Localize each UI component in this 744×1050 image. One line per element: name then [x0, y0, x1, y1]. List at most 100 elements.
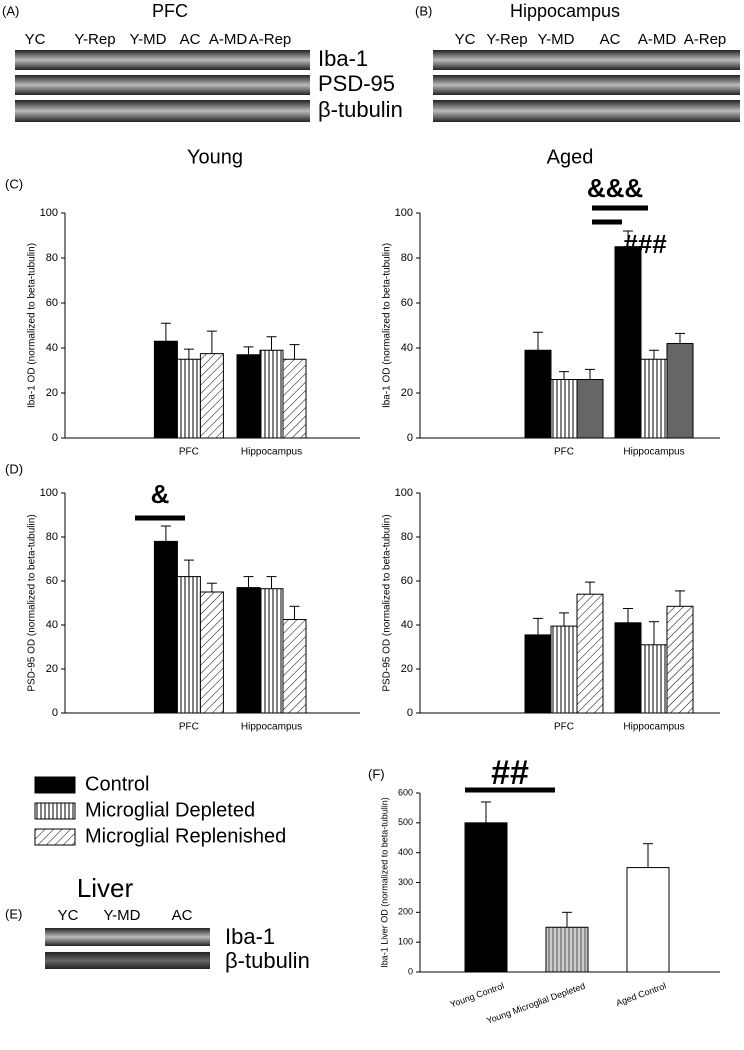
y-tick-label: 40 — [46, 619, 58, 631]
y-tick-label: 200 — [398, 907, 413, 917]
x-tick-label: Hippocampus — [623, 722, 684, 733]
panel-label: (E) — [5, 906, 22, 921]
panel-label: (B) — [415, 3, 432, 18]
y-tick-label: 0 — [407, 432, 413, 444]
y-tick-label: 600 — [398, 787, 413, 797]
column-heading: Young — [187, 146, 243, 168]
panel-label: (D) — [5, 461, 23, 476]
bar — [236, 354, 261, 439]
lane-label: A-MD — [209, 31, 247, 48]
y-tick-label: 100 — [395, 207, 413, 219]
y-tick-label: 80 — [401, 252, 413, 264]
legend-label: Microglial Depleted — [85, 799, 255, 821]
y-tick-label: 60 — [46, 297, 58, 309]
bar — [176, 358, 201, 439]
bar — [640, 358, 668, 439]
blot-title: Hippocampus — [510, 1, 620, 21]
lane-label: A-Rep — [249, 31, 292, 48]
y-tick-label: 500 — [398, 817, 413, 827]
y-tick-label: 100 — [40, 207, 58, 219]
panel-label: (C) — [5, 176, 23, 191]
legend-swatch — [34, 802, 76, 820]
annotation: & — [151, 479, 170, 509]
y-tick-label: 0 — [407, 707, 413, 719]
bar — [614, 622, 642, 714]
y-tick-label: 60 — [401, 575, 413, 587]
panel-label: (A) — [2, 3, 19, 18]
y-tick-label: 400 — [398, 847, 413, 857]
lane-label: Y-MD — [538, 31, 575, 48]
blot-title: PFC — [152, 1, 188, 21]
lane-label: Y-Rep — [486, 31, 527, 48]
y-tick-label: 40 — [401, 342, 413, 354]
lane-label: Y-Rep — [74, 31, 115, 48]
bar — [236, 587, 261, 714]
y-tick-label: 80 — [46, 531, 58, 543]
y-tick-label: 20 — [46, 387, 58, 399]
bar — [550, 379, 578, 439]
y-tick-label: 0 — [408, 966, 413, 976]
bar — [545, 926, 589, 973]
y-tick-label: 100 — [395, 487, 413, 499]
y-tick-label: 40 — [401, 619, 413, 631]
bar — [282, 358, 307, 439]
y-axis-label: Iba-1 OD (normalized to beta-tubulin) — [27, 243, 38, 408]
x-tick-label: PFC — [554, 722, 574, 733]
bar — [176, 576, 201, 714]
lane-label: YC — [58, 907, 79, 924]
lane-label: AC — [600, 31, 621, 48]
bar — [259, 349, 284, 439]
y-tick-label: 60 — [401, 297, 413, 309]
blot-title: Liver — [77, 873, 134, 903]
bar — [666, 605, 694, 714]
bar — [153, 540, 178, 714]
annotation: ## — [491, 754, 529, 792]
lane-label: YC — [455, 31, 476, 48]
x-tick-label: Hippocampus — [241, 447, 302, 458]
bar — [199, 353, 224, 439]
y-tick-label: 300 — [398, 877, 413, 887]
bar — [626, 867, 670, 973]
legend-swatch — [34, 776, 76, 794]
blot-strips — [15, 50, 740, 969]
panel-label: (F) — [368, 766, 385, 781]
bar — [199, 591, 224, 714]
bar — [524, 634, 552, 714]
row-label: PSD-95 — [318, 71, 395, 96]
x-tick-label: PFC — [179, 722, 199, 733]
y-axis-label: Iba-1 OD (normalized to beta-tubulin) — [382, 243, 393, 408]
column-heading: Aged — [547, 146, 594, 168]
y-tick-label: 40 — [46, 342, 58, 354]
x-tick-label: Hippocampus — [623, 447, 684, 458]
y-tick-label: 0 — [52, 432, 58, 444]
lane-label: Y-MD — [130, 31, 167, 48]
x-tick-label: PFC — [179, 447, 199, 458]
lane-label: Y-MD — [104, 907, 141, 924]
bar — [259, 588, 284, 714]
bar — [282, 619, 307, 714]
y-tick-label: 100 — [40, 487, 58, 499]
annotation: ### — [623, 229, 667, 259]
bar — [524, 349, 552, 439]
bar — [576, 379, 604, 439]
lane-label: AC — [172, 907, 193, 924]
y-tick-label: 20 — [401, 387, 413, 399]
bar — [464, 822, 508, 973]
y-axis-label: PSD-95 OD (normalized to beta-tubulin) — [27, 514, 38, 691]
x-tick-label: PFC — [554, 447, 574, 458]
y-tick-label: 20 — [401, 663, 413, 675]
row-label: β-tubulin — [225, 948, 310, 973]
lane-label: AC — [180, 31, 201, 48]
bar — [614, 246, 642, 439]
y-axis-label: Iba-1 Liver OD (normalized to beta-tubul… — [379, 797, 389, 968]
bar — [666, 343, 694, 439]
legend-label: Microglial Replenished — [85, 825, 286, 847]
y-axis-label: PSD-95 OD (normalized to beta-tubulin) — [382, 514, 393, 691]
y-tick-label: 0 — [52, 707, 58, 719]
y-tick-label: 80 — [401, 531, 413, 543]
annotation: &&& — [587, 173, 643, 203]
bar — [153, 340, 178, 439]
lane-label: YC — [25, 31, 46, 48]
legend-label: Control — [85, 773, 149, 795]
